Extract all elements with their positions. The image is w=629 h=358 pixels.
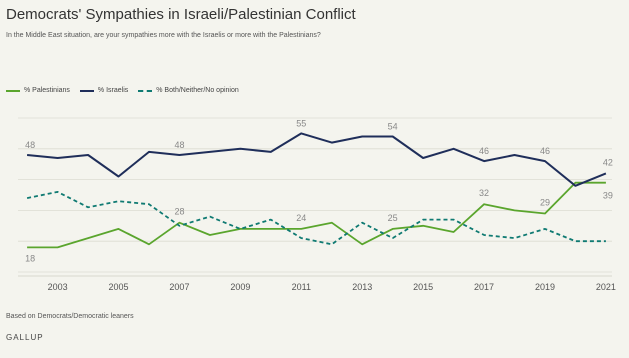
x-tick-label: 2013 (352, 282, 372, 292)
x-tick-label: 2017 (474, 282, 494, 292)
x-tick-label: 2019 (535, 282, 555, 292)
data-label-palestinians: 29 (540, 197, 550, 207)
x-tick-label: 2009 (230, 282, 250, 292)
legend-swatch-both (138, 89, 153, 92)
chart-footnote: Based on Democrats/Democratic leaners (6, 313, 134, 320)
data-label-palestinians: 32 (479, 188, 489, 198)
data-label-israelis: 48 (25, 140, 35, 150)
x-tick-label: 2021 (596, 282, 616, 292)
data-label-israelis: 46 (479, 146, 489, 156)
data-label-palestinians: 24 (296, 213, 306, 223)
data-label-palestinians: 25 (388, 213, 398, 223)
x-tick-label: 2011 (292, 282, 311, 292)
legend-label-palestinians: % Palestinians (24, 87, 70, 94)
gallup-logo: GALLUP (6, 333, 44, 342)
legend-label-both: % Both/Neither/No opinion (156, 87, 239, 94)
series-line-both (26, 190, 606, 246)
data-label-israelis: 54 (388, 121, 398, 131)
series-line-palestinians (27, 181, 606, 249)
data-label-palestinians: 39 (603, 191, 613, 201)
data-label-israelis: 48 (174, 140, 184, 150)
legend-label-israelis: % Israelis (97, 87, 129, 94)
data-label-israelis: 46 (540, 146, 550, 156)
legend-swatch-palestinians (6, 89, 20, 92)
series-line-israelis (27, 132, 607, 187)
data-label-palestinians: 28 (174, 207, 184, 217)
x-tick-label: 2003 (48, 282, 68, 292)
legend-item-palestinians: % Palestinians (6, 87, 70, 94)
chart-title: Democrats' Sympathies in Israeli/Palesti… (6, 6, 356, 23)
legend-item-both: % Both/Neither/No opinion (138, 87, 239, 94)
data-label-palestinians: 18 (25, 253, 35, 263)
data-label-israelis: 42 (603, 157, 613, 167)
legend-swatch-israelis (79, 89, 94, 92)
x-tick-label: 2007 (169, 282, 189, 292)
legend-item-israelis: % Israelis (79, 87, 129, 94)
legend: % Palestinians % Israelis % Both/Neither… (6, 87, 239, 94)
chart-subtitle: In the Middle East situation, are your s… (6, 32, 321, 39)
x-tick-label: 2005 (109, 282, 129, 292)
data-label-israelis: 55 (296, 118, 306, 128)
x-tick-label: 2015 (413, 282, 433, 292)
